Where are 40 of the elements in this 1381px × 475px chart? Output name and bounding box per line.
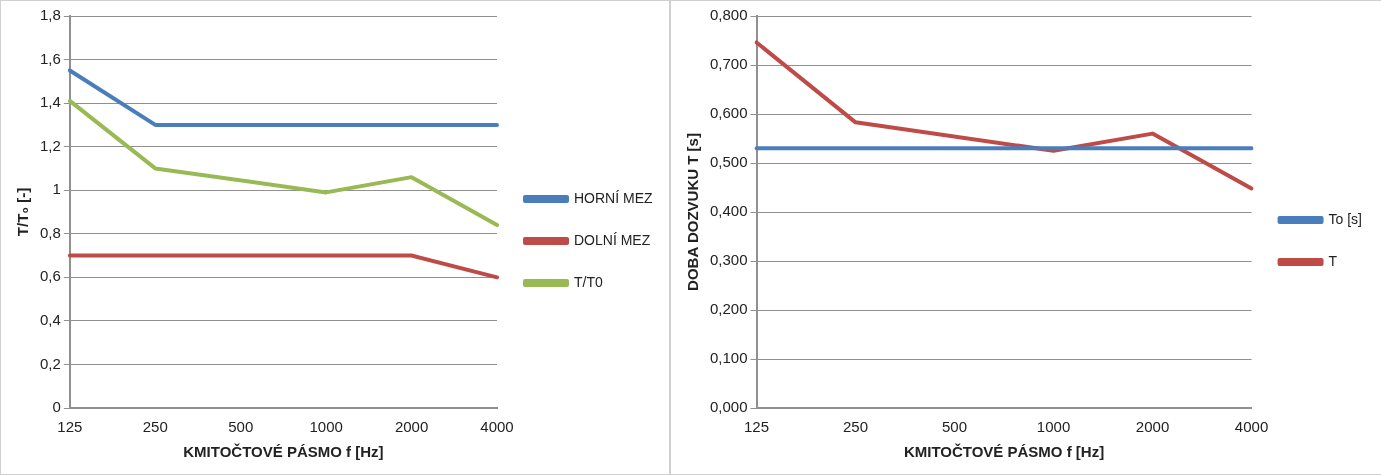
y-axis-title: DOBA DOZVUKU T [s] <box>684 133 702 291</box>
y-tick-label: 0,000 <box>709 398 748 416</box>
legend-label: T <box>1328 252 1338 269</box>
x-tick-label: 1000 <box>1036 418 1071 436</box>
y-axis-title: T/T₀ [-] <box>14 187 32 237</box>
x-tick-label: 2000 <box>1135 418 1170 436</box>
legend-label: DOLNÍ MEZ <box>574 231 651 248</box>
y-tick-label: 0,500 <box>709 153 748 171</box>
y-tick-label: 0,600 <box>709 104 748 122</box>
y-tick-label: 0,800 <box>709 6 748 24</box>
y-tick-label: 1,4 <box>39 93 61 111</box>
x-tick-label: 4000 <box>480 418 514 436</box>
x-tick-label: 125 <box>744 418 770 436</box>
y-tick-label: 1,2 <box>39 136 61 154</box>
x-axis-title: KMITOČTOVÉ PÁSMO f [Hz] <box>183 443 384 461</box>
x-tick-label: 2000 <box>394 418 429 436</box>
y-tick-label: 0,700 <box>709 55 748 73</box>
y-tick-label: 0,300 <box>709 251 748 269</box>
legend-label: T/T0 <box>574 273 603 290</box>
y-tick-label: 0,2 <box>39 354 61 372</box>
y-tick-label: 1 <box>52 180 61 198</box>
y-tick-label: 1,6 <box>39 49 61 67</box>
y-tick-label: 0,6 <box>39 267 61 285</box>
x-tick-label: 4000 <box>1234 418 1269 436</box>
y-tick-label: 0,4 <box>39 311 61 329</box>
x-tick-label: 500 <box>228 418 254 436</box>
y-tick-label: 1,8 <box>39 6 61 24</box>
y-tick-label: 0,200 <box>709 300 748 318</box>
x-tick-label: 500 <box>942 418 968 436</box>
legend-label: To [s] <box>1328 210 1363 227</box>
x-tick-label: 125 <box>57 418 83 436</box>
x-axis-title: KMITOČTOVÉ PÁSMO f [Hz] <box>903 443 1105 461</box>
x-tick-label: 250 <box>142 418 168 436</box>
x-tick-label: 1000 <box>309 418 343 436</box>
x-tick-label: 250 <box>843 418 869 436</box>
y-tick-label: 0,100 <box>709 349 748 367</box>
legend-label: HORNÍ MEZ <box>574 189 653 206</box>
y-tick-label: 0,8 <box>39 223 61 241</box>
y-tick-label: 0 <box>52 398 61 416</box>
y-tick-label: 0,400 <box>709 202 748 220</box>
